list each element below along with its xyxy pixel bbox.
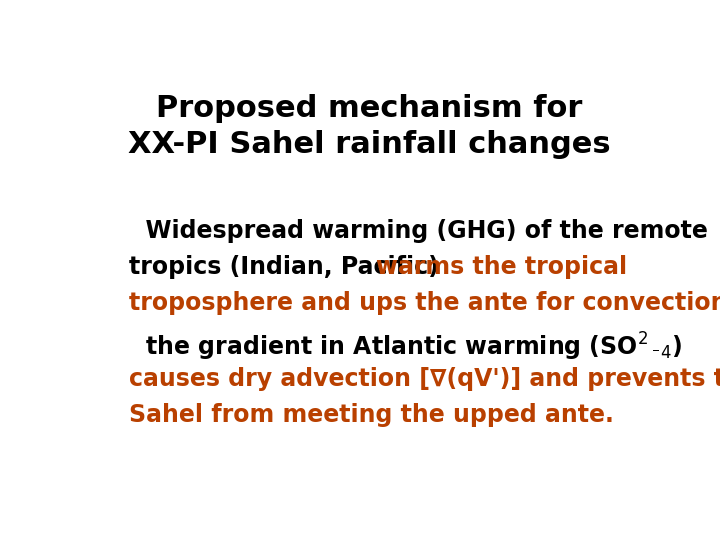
Text: the gradient in Atlantic warming (SO$^{2}\,\overline{\,}\,$$_{4}$): the gradient in Atlantic warming (SO$^{2… (129, 331, 682, 363)
Text: troposphere and ups the ante for convection…: troposphere and ups the ante for convect… (129, 291, 720, 315)
Text: causes dry advection [∇(qV')] and prevents the: causes dry advection [∇(qV')] and preven… (129, 367, 720, 391)
Text: Widespread warming (GHG) of the remote: Widespread warming (GHG) of the remote (129, 219, 708, 242)
Text: Sahel from meeting the upped ante.: Sahel from meeting the upped ante. (129, 403, 614, 427)
Text: tropics (Indian, Pacific): tropics (Indian, Pacific) (129, 255, 447, 279)
Text: warms the tropical: warms the tropical (376, 255, 626, 279)
Text: Proposed mechanism for
XX-PI Sahel rainfall changes: Proposed mechanism for XX-PI Sahel rainf… (127, 94, 611, 159)
